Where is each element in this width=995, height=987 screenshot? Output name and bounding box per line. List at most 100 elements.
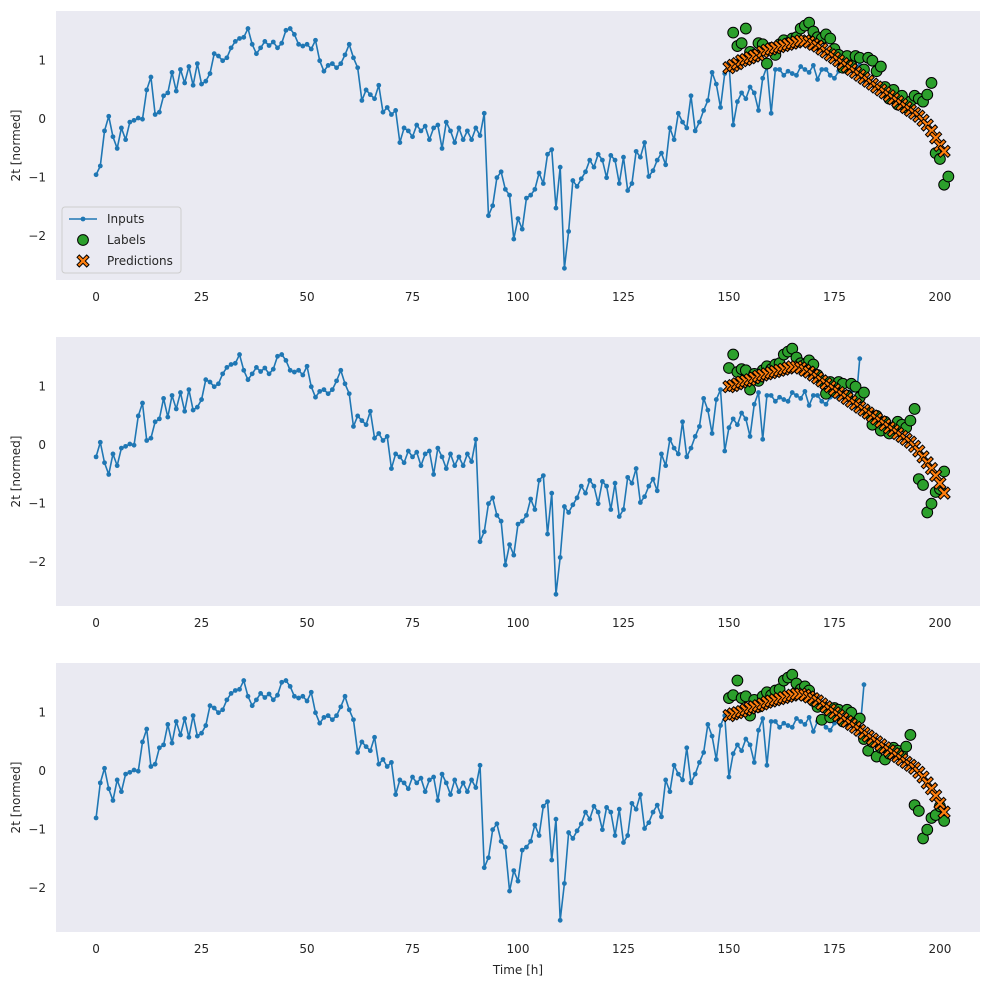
x-tick-label: 25 xyxy=(194,290,209,304)
inputs-point xyxy=(135,768,141,774)
inputs-point xyxy=(460,137,466,143)
inputs-point xyxy=(456,454,462,460)
inputs-point xyxy=(254,697,259,703)
inputs-point xyxy=(637,792,643,797)
inputs-point xyxy=(300,372,306,378)
inputs-point xyxy=(224,365,230,370)
x-tick-label: 75 xyxy=(405,942,420,956)
inputs-point xyxy=(574,184,580,189)
inputs-point xyxy=(477,133,483,138)
inputs-point xyxy=(313,394,318,400)
inputs-point xyxy=(431,774,437,780)
inputs-point xyxy=(806,70,812,75)
inputs-point xyxy=(173,88,179,94)
inputs-point xyxy=(570,178,576,183)
inputs-point xyxy=(156,416,162,422)
inputs-point xyxy=(709,733,715,739)
plot-area xyxy=(56,663,980,932)
inputs-point xyxy=(254,51,259,57)
inputs-point xyxy=(680,119,685,125)
inputs-point xyxy=(156,745,162,751)
inputs-point xyxy=(557,917,563,923)
x-tick-label: 100 xyxy=(507,290,530,304)
inputs-point xyxy=(562,881,567,886)
inputs-point xyxy=(389,760,394,765)
inputs-point xyxy=(376,431,382,436)
inputs-point xyxy=(810,62,816,68)
inputs-point xyxy=(697,760,702,765)
inputs-point xyxy=(258,369,264,374)
inputs-point xyxy=(152,761,158,767)
x-tick-label: 50 xyxy=(299,616,314,630)
inputs-point xyxy=(515,878,521,884)
inputs-point xyxy=(359,98,365,103)
inputs-point xyxy=(118,445,124,451)
label-point xyxy=(735,37,748,50)
inputs-point xyxy=(254,365,259,370)
inputs-point xyxy=(667,125,673,131)
x-tick-label: 150 xyxy=(718,290,741,304)
x-tick-label: 100 xyxy=(507,942,530,956)
inputs-point xyxy=(393,451,399,457)
inputs-point xyxy=(528,496,534,502)
inputs-point xyxy=(241,34,247,40)
legend-box xyxy=(61,206,182,274)
inputs-point xyxy=(401,780,407,786)
inputs-point xyxy=(321,387,327,393)
inputs-point xyxy=(743,736,749,742)
inputs-point xyxy=(663,777,669,783)
inputs-point xyxy=(764,762,770,768)
inputs-point xyxy=(583,169,588,175)
inputs-point xyxy=(207,379,213,385)
inputs-point xyxy=(165,722,171,727)
inputs-point xyxy=(178,732,183,738)
inputs-point xyxy=(502,562,508,568)
inputs-point xyxy=(156,109,162,115)
inputs-point xyxy=(566,229,572,234)
inputs-point xyxy=(671,137,677,143)
inputs-point xyxy=(199,81,204,87)
inputs-point xyxy=(646,820,652,826)
prediction-point xyxy=(933,796,947,811)
inputs-point xyxy=(827,72,833,78)
inputs-point xyxy=(148,764,154,769)
inputs-point xyxy=(511,868,517,873)
inputs-point xyxy=(806,714,812,720)
y-tick-label: −1 xyxy=(28,171,46,185)
inputs-point xyxy=(574,495,580,501)
inputs-point xyxy=(494,175,500,181)
inputs-point xyxy=(418,775,424,781)
inputs-point xyxy=(815,77,820,82)
inputs-point xyxy=(684,454,690,460)
label-point xyxy=(739,22,752,35)
y-tick-label: 0 xyxy=(38,438,46,452)
inputs-point xyxy=(663,463,669,469)
inputs-point xyxy=(338,704,344,710)
inputs-point xyxy=(418,128,424,134)
inputs-point xyxy=(794,716,799,721)
inputs-point xyxy=(697,424,702,429)
inputs-point xyxy=(608,809,614,815)
inputs-point xyxy=(659,814,664,820)
inputs-point xyxy=(351,424,356,429)
inputs-point xyxy=(405,448,411,454)
inputs-point xyxy=(313,37,318,43)
inputs-point xyxy=(650,168,656,174)
subplot-2: 0 25 50 75 100 125 150 175 200 −2 −1 0 1 2t [normed] xyxy=(9,337,980,630)
inputs-point xyxy=(140,116,145,122)
inputs-point xyxy=(186,734,192,740)
inputs-point xyxy=(549,857,555,863)
inputs-point xyxy=(135,413,141,419)
inputs-point xyxy=(325,62,331,68)
inputs-point xyxy=(532,822,538,828)
inputs-point xyxy=(713,81,719,87)
inputs-point xyxy=(785,723,791,728)
inputs-point xyxy=(532,186,538,192)
inputs-point xyxy=(296,367,302,373)
inputs-point xyxy=(574,828,580,834)
inputs-point xyxy=(308,46,314,52)
inputs-point xyxy=(102,765,107,771)
inputs-point xyxy=(397,140,403,145)
inputs-point xyxy=(709,431,715,436)
inputs-point xyxy=(477,762,483,768)
